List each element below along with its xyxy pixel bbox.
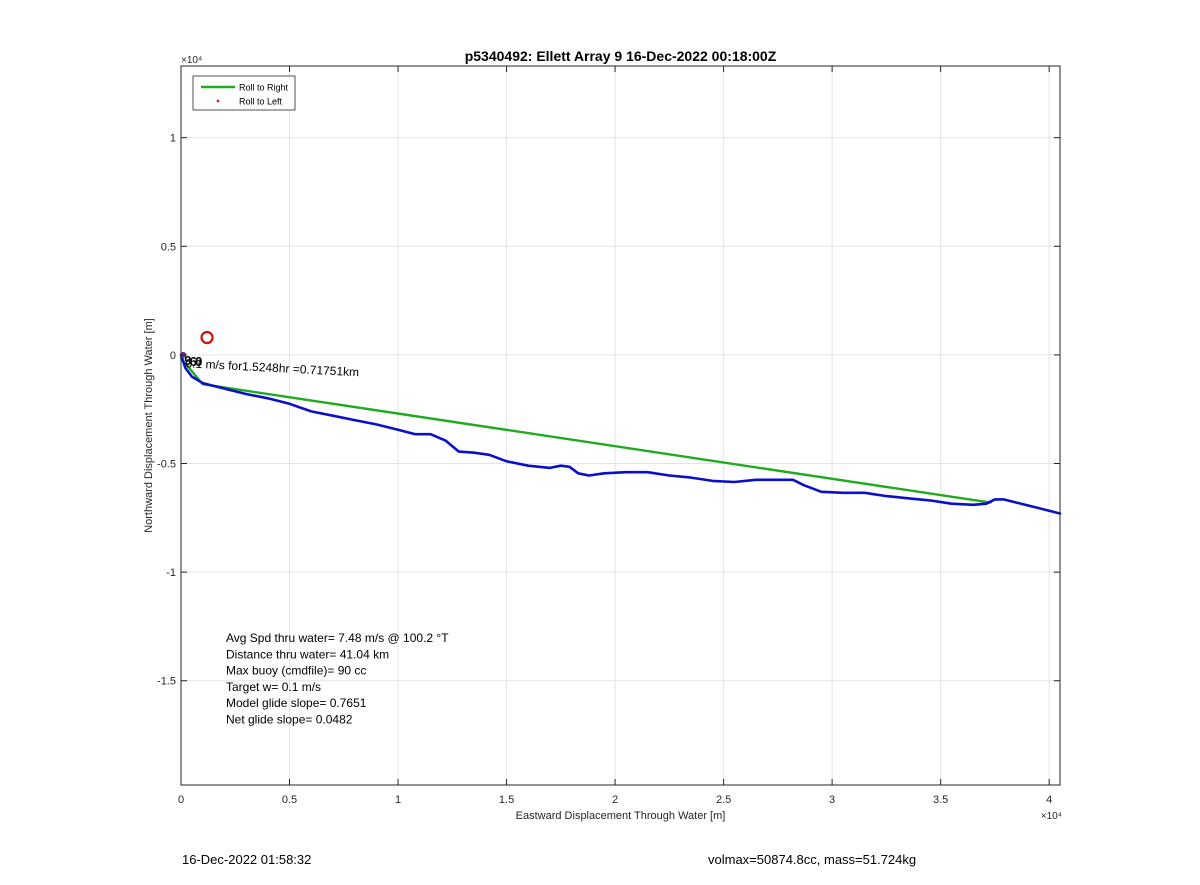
axis-ticks: [180, 66, 1060, 785]
x-axis-label: Eastward Displacement Through Water [m]: [516, 810, 726, 822]
y-tick-label: -1: [166, 567, 176, 579]
grid-lines: [180, 66, 1060, 785]
axis-labels: 0 0.5 1 1.5 2 2.5 3 3.5 4 1 0.5 0 -0.5 -1 -1.5 ×10⁴ ×10⁴…: [143, 48, 1062, 822]
x-exponent-label: ×10⁴: [1041, 811, 1062, 822]
axes-frame: [180, 65, 1061, 786]
legend: Roll to Right Roll to Left: [192, 75, 296, 111]
track-annotation-digit: 0: [195, 354, 202, 369]
x-tick-label: 0: [178, 794, 184, 806]
stats-line: Max buoy (cmdfile)= 90 cc: [226, 664, 366, 678]
x-tick-label: 2: [612, 794, 618, 806]
track-annotation-digit: 9: [184, 353, 191, 368]
y-tick-label: 1: [170, 133, 176, 145]
x-tick-label: 4: [1046, 794, 1052, 806]
legend-swatch-point: [216, 99, 220, 103]
stats-line: Avg Spd thru water= 7.48 m/s @ 100.2 °T: [226, 631, 449, 645]
stats-line: Model glide slope= 0.7651: [226, 696, 367, 710]
legend-entry-label: Roll to Right: [239, 83, 289, 93]
series-roll-to-right-line: [179, 357, 992, 504]
footer-volmax-mass: volmax=50874.8cc, mass=51.724kg: [708, 852, 917, 867]
stats-line: Net glide slope= 0.0482: [226, 713, 353, 727]
stats-text-block: Avg Spd thru water= 7.48 m/s @ 100.2 °T D…: [226, 631, 449, 727]
stats-line: Distance thru water= 41.04 km: [226, 647, 389, 661]
x-tick-label: 3.5: [933, 794, 948, 806]
y-tick-label: -1.5: [157, 676, 176, 688]
series-track-2-line: [179, 353, 1062, 515]
y-tick-label: 0: [170, 350, 176, 362]
legend-box: [192, 75, 296, 111]
plot-series: [179, 353, 1062, 515]
x-tick-label: 0.5: [282, 794, 297, 806]
chart-title: p5340492: Ellett Array 9 16-Dec-2022 00:…: [465, 48, 777, 64]
y-axis-label: Northward Displacement Through Water [m]: [143, 318, 155, 533]
y-exponent-label: ×10⁴: [181, 55, 202, 66]
track-annotation: 0.1 m/s for1.5248hr =0.71751km: [185, 356, 359, 379]
y-tick-label: -0.5: [157, 459, 176, 471]
footer-timestamp: 16-Dec-2022 01:58:32: [182, 852, 312, 867]
x-tick-label: 1.5: [499, 794, 514, 806]
stats-line: Target w= 0.1 m/s: [226, 680, 321, 694]
x-tick-label: 3: [829, 794, 835, 806]
legend-entry-label: Roll to Left: [239, 97, 283, 107]
x-tick-label: 2.5: [716, 794, 731, 806]
track-annotation-digit: 6: [190, 354, 197, 369]
x-tick-label: 1: [395, 794, 401, 806]
y-tick-label: 0.5: [161, 241, 176, 253]
target-circle: [200, 330, 214, 345]
